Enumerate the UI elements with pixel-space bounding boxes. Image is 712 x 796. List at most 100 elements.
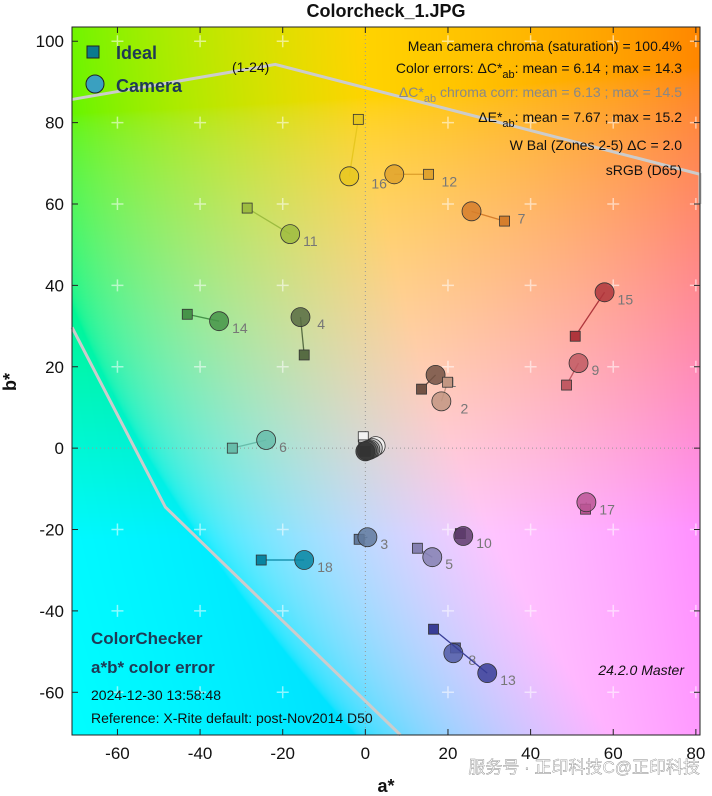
grid-plus-marker bbox=[276, 116, 289, 129]
camera-marker bbox=[431, 391, 452, 412]
grid-plus-marker bbox=[276, 604, 289, 617]
grid-plus-marker bbox=[441, 360, 454, 373]
legend-camera-marker bbox=[85, 74, 105, 94]
grid-plus-marker bbox=[276, 198, 289, 210]
legend: Ideal Camera bbox=[85, 43, 183, 96]
grid-plus-marker bbox=[524, 360, 537, 373]
x-tick-label: 40 bbox=[521, 744, 540, 763]
stats-annotations: Mean camera chroma (saturation) = 100.4%… bbox=[396, 38, 682, 178]
grid-plus-marker bbox=[111, 604, 124, 617]
delta-c-values: : mean = 6.14 ; max = 14.3 bbox=[515, 60, 683, 76]
axis-ticks: -60 -40 -20 0 20 40 60 80 -60 -40 -20 0 20 40 60 80 100 bbox=[36, 27, 705, 763]
y-tick-label: 0 bbox=[55, 439, 64, 458]
chart-name: ColorChecker bbox=[91, 629, 203, 648]
patch-label: 11 bbox=[303, 233, 318, 249]
grid-plus-marker bbox=[441, 35, 454, 48]
delta-e-values: : mean = 7.67 ; max = 15.2 bbox=[515, 109, 683, 125]
patch-13: 13 bbox=[428, 623, 516, 688]
patch-label: 5 bbox=[445, 556, 453, 572]
patch-17: 17 bbox=[576, 492, 615, 517]
x-tick-label: 0 bbox=[361, 744, 370, 763]
patch-18: 18 bbox=[255, 550, 333, 575]
grid-plus-marker bbox=[276, 279, 289, 292]
grid-plus-marker bbox=[194, 523, 207, 536]
grid-plus-marker bbox=[194, 686, 207, 699]
grid-plus-marker bbox=[524, 686, 537, 699]
ideal-marker bbox=[181, 308, 193, 320]
camera-marker bbox=[461, 201, 482, 222]
plot-frame bbox=[71, 26, 701, 736]
patch-label: 15 bbox=[618, 291, 634, 307]
camera-marker bbox=[453, 526, 474, 546]
delta-c-corr-prefix: ΔC* bbox=[399, 84, 424, 100]
grid-plus-marker bbox=[441, 198, 454, 210]
grid-plus-marker bbox=[607, 116, 620, 129]
grid-plus-marker bbox=[194, 35, 207, 48]
patch-label: 13 bbox=[500, 672, 516, 688]
patch-label: 18 bbox=[317, 559, 333, 575]
grid-plus-marker bbox=[194, 279, 207, 292]
delta-e-sub: ab bbox=[502, 118, 514, 130]
y-axis-label: b* bbox=[0, 373, 20, 391]
x-tick-label: 60 bbox=[604, 744, 623, 763]
legend-ideal-label: Ideal bbox=[116, 43, 157, 63]
y-tick-label: 60 bbox=[45, 195, 64, 214]
grid-plus-marker bbox=[111, 523, 124, 536]
chroma-text: Mean camera chroma (saturation) = 100.4% bbox=[408, 38, 682, 54]
camera-marker bbox=[209, 311, 229, 332]
y-tick-label: -60 bbox=[39, 683, 64, 702]
ideal-marker bbox=[226, 442, 238, 454]
grid-plus-marker bbox=[111, 360, 124, 373]
grid-plus-marker bbox=[111, 198, 124, 210]
x-tick-label: 80 bbox=[686, 744, 705, 763]
y-tick-label: -20 bbox=[39, 521, 64, 540]
x-tick-label: -20 bbox=[270, 744, 295, 763]
ab-color-plane-background bbox=[72, 27, 700, 735]
grid-plus-marker bbox=[194, 604, 207, 617]
ideal-marker bbox=[569, 330, 581, 342]
watermark: 服务号 · 正印科技C@正印科技 bbox=[468, 758, 700, 777]
ideal-marker bbox=[561, 379, 572, 391]
grid-plus-marker bbox=[111, 686, 124, 699]
patch-label: 16 bbox=[371, 175, 387, 191]
grid-plus-marker bbox=[607, 523, 620, 536]
camera-marker bbox=[256, 430, 277, 450]
ideal-marker bbox=[411, 542, 423, 554]
legend-ideal-marker bbox=[86, 45, 100, 59]
ideal-marker bbox=[442, 376, 453, 388]
patch-label: 14 bbox=[232, 320, 248, 336]
patch-24 bbox=[355, 441, 376, 462]
patch-label: 6 bbox=[279, 439, 287, 455]
camera-marker bbox=[290, 307, 311, 328]
grid-plus-marker bbox=[607, 360, 620, 373]
grid-plus-marker bbox=[441, 686, 454, 699]
patch-9: 9 bbox=[561, 353, 600, 391]
patch-4: 4 bbox=[290, 307, 325, 361]
reference-text: Reference: X-Rite default: post-Nov2014 … bbox=[91, 710, 373, 726]
camera-marker bbox=[280, 224, 301, 245]
patch-marks: 123456789101112131415161718 bbox=[181, 113, 634, 688]
delta-e-text: ΔE*ab: mean = 7.67 ; max = 15.2 bbox=[478, 109, 682, 130]
camera-marker bbox=[576, 492, 597, 513]
grid-plus-marker bbox=[441, 116, 454, 129]
grid-plus-marker bbox=[607, 604, 620, 617]
camera-marker bbox=[384, 164, 405, 185]
camera-marker bbox=[355, 441, 376, 462]
delta-c-corr-text: ΔC*ab chroma corr: mean = 6.13 ; max = 1… bbox=[399, 84, 682, 105]
colorspace-text: sRGB (D65) bbox=[606, 162, 682, 178]
grid-plus-marker bbox=[194, 198, 207, 210]
delta-c-text: Color errors: ΔC*ab: mean = 6.14 ; max =… bbox=[396, 60, 682, 81]
patch-10: 10 bbox=[453, 526, 492, 551]
gamut-label: (1-24) bbox=[232, 59, 269, 75]
camera-marker bbox=[339, 166, 360, 187]
grid-plus-marker bbox=[524, 604, 537, 617]
camera-marker bbox=[425, 364, 446, 385]
legend-camera-label: Camera bbox=[116, 76, 183, 96]
delta-c-corr-values: chroma corr: mean = 6.13 ; max = 14.5 bbox=[436, 84, 682, 100]
chart-info: ColorChecker a*b* color error 2024-12-30… bbox=[91, 629, 685, 726]
y-tick-label: 20 bbox=[45, 358, 64, 377]
y-tick-label: 100 bbox=[36, 32, 64, 51]
grid-plus-marker bbox=[607, 198, 620, 210]
chart-title: Colorcheck_1.JPG bbox=[306, 1, 465, 21]
x-axis-label: a* bbox=[377, 776, 394, 796]
